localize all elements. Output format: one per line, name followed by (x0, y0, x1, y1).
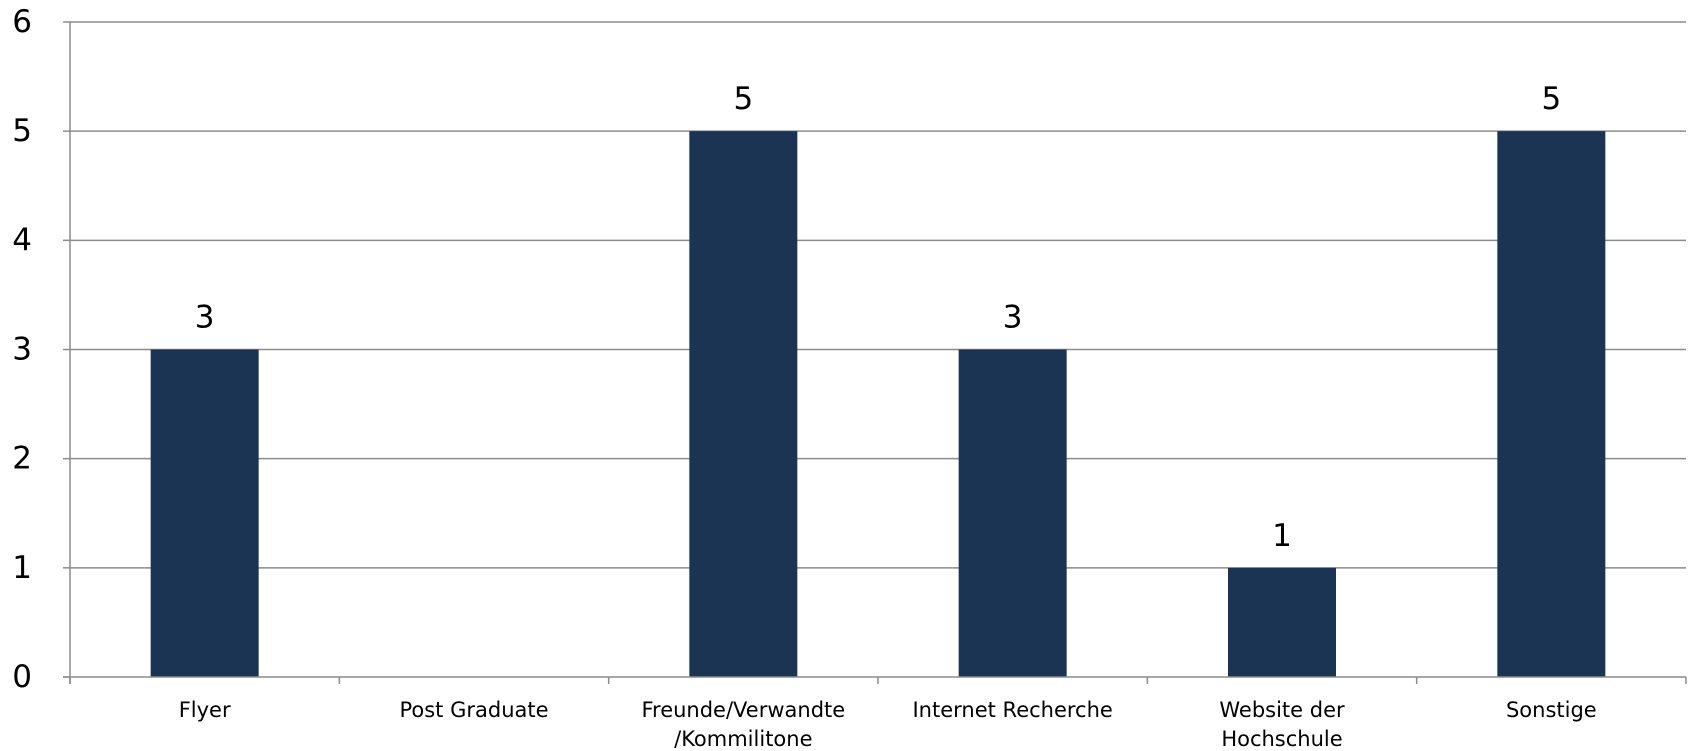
labels: 0 1 2 3 4 5 6 3 5 3 1 5 Flyer Post Graduate Freunde/Ve… (12, 4, 1596, 751)
x-tick-label-2-line-0: Freunde/Verwandte (641, 698, 845, 722)
x-tick-label-4-line-1: Hochschule (1221, 727, 1342, 751)
bar-2 (689, 131, 798, 677)
data-label-2: 5 (733, 81, 753, 117)
bar-3 (958, 349, 1067, 677)
y-tick-label-3: 3 (12, 332, 32, 368)
data-label-5: 5 (1541, 81, 1561, 117)
x-tick-label-1: Post Graduate (399, 698, 548, 722)
bar-5 (1497, 131, 1606, 677)
gridlines (70, 21, 1686, 569)
bar-4 (1228, 567, 1336, 677)
x-tick-label-3: Internet Recherche (912, 698, 1112, 722)
y-tick-label-4: 4 (12, 222, 32, 258)
y-tick-label-5: 5 (12, 113, 32, 149)
y-tick-label-1: 1 (12, 550, 32, 586)
x-tick-label-0: Flyer (179, 698, 231, 722)
y-tick-label-0: 0 (12, 659, 32, 695)
y-tick-label-2: 2 (12, 441, 32, 477)
data-label-4: 1 (1272, 518, 1292, 554)
y-tick-label-6: 6 (12, 4, 32, 40)
data-label-0: 3 (195, 300, 215, 336)
data-label-3: 3 (1003, 300, 1023, 336)
x-tick-label-2-line-1: /Kommilitone (674, 727, 812, 751)
x-tick-label-5: Sonstige (1506, 698, 1597, 722)
bar-0 (150, 349, 259, 677)
axes (63, 21, 1687, 684)
bars (150, 131, 1606, 677)
x-tick-label-4-line-0: Website der (1219, 698, 1345, 722)
